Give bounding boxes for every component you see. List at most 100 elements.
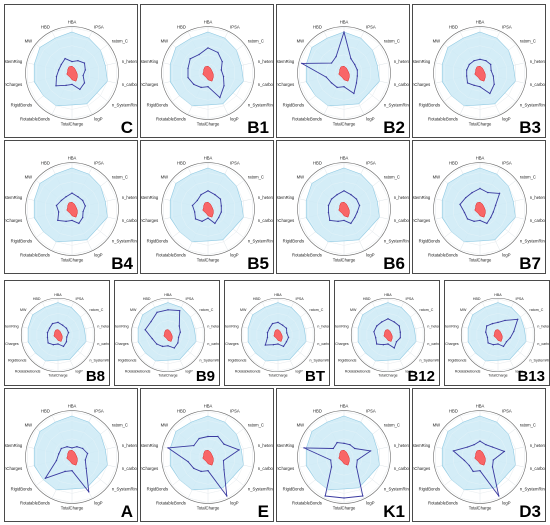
axis-label: HBD	[473, 297, 481, 301]
compound-point	[65, 84, 67, 87]
axis-label: RotatableBonds	[292, 252, 322, 257]
compound-point	[466, 446, 469, 448]
compound-point	[358, 204, 361, 207]
axis-label: HBA	[68, 155, 77, 160]
compound-point	[179, 309, 181, 312]
compound-point	[485, 59, 487, 62]
compound-point	[329, 459, 332, 461]
axis-label: logP	[94, 500, 103, 505]
compound-point	[479, 187, 481, 190]
radar-grid-overlay	[190, 54, 226, 92]
axis-label: IPSA	[406, 297, 415, 301]
compound-point	[387, 343, 389, 345]
compound-point	[487, 342, 489, 344]
compound-point	[343, 31, 345, 33]
axis-label: SizeSystemRing	[5, 195, 23, 200]
axis-label: IPSA	[186, 297, 195, 301]
compound-point	[84, 69, 87, 71]
radar-panel: HBA IPSA ratom_C n_hetero n_carbon n_SystemRi…	[4, 140, 138, 274]
axis-label: n_hetero	[530, 443, 546, 448]
compound-point	[193, 467, 195, 470]
radar-panel: HBA IPSA ratom_C n_hetero n_carbon n_SystemRi…	[276, 388, 410, 522]
axis-label: n_SystemRing	[310, 358, 330, 362]
compound-point	[71, 447, 73, 449]
compound-point	[479, 440, 481, 442]
radar-panel: HBA IPSA ratom_C n_hetero n_carbon n_SystemRi…	[276, 140, 410, 274]
compound-point	[266, 331, 269, 334]
axis-label: kcmCharges	[445, 342, 459, 346]
radar-grid-overlay	[326, 190, 362, 228]
axis-label: ratom_C	[200, 308, 214, 312]
compound-point	[47, 342, 49, 344]
compound-point	[349, 443, 351, 446]
axis-label: RigidBonds	[147, 486, 168, 491]
compound-point	[353, 216, 356, 219]
compound-point	[84, 205, 87, 207]
axis-label: n_SystemRing	[90, 358, 110, 362]
compound-point	[504, 319, 506, 322]
reference-area	[493, 329, 503, 342]
radar-grid-overlay	[181, 181, 235, 237]
compound-point	[489, 63, 492, 66]
compound-point	[220, 69, 223, 71]
axis-label: ratom_C	[248, 423, 264, 428]
axis-label: kcmCharges	[335, 342, 349, 346]
compound-point	[369, 450, 372, 452]
radar-grid-overlay	[163, 163, 253, 255]
compound-point	[399, 337, 401, 339]
radar-grid-overlay	[181, 429, 235, 485]
compound-point	[44, 477, 46, 480]
radar-grid-overlay	[27, 163, 117, 255]
compound-point	[353, 447, 356, 450]
compound-point	[55, 85, 57, 87]
radar-grid-overlay	[146, 313, 190, 357]
axis-label: n_carbon	[317, 342, 330, 346]
axis-label: HBA	[68, 403, 77, 408]
compound-point	[465, 69, 468, 71]
axis-label: n_SystemRing	[530, 358, 550, 362]
radar-outer-ring	[161, 162, 255, 256]
axis-label: RotatableBonds	[125, 370, 151, 374]
compound-point	[60, 199, 63, 202]
compound-point	[150, 320, 152, 323]
compound-point	[187, 76, 189, 79]
radar-outer-ring	[460, 297, 536, 373]
radar-outer-ring	[25, 26, 119, 120]
axis-label: kcmCharges	[141, 466, 158, 471]
compound-point	[355, 82, 358, 84]
panel-label: K1	[383, 502, 405, 521]
axis-label: logP	[366, 116, 375, 121]
axis-label: RigidBonds	[338, 358, 357, 362]
axis-label: HBA	[164, 293, 172, 297]
compound-point	[301, 62, 303, 65]
axis-label: MW	[240, 308, 247, 312]
panel-label: B2	[383, 118, 405, 137]
radar-grid-overlay	[22, 298, 94, 372]
compound-point	[193, 444, 195, 447]
radar-svg: HBA IPSA ratom_C n_hetero n_carbon n_SystemRi…	[141, 19, 273, 126]
axis-label: ratom_C	[112, 39, 128, 44]
radar-panel: HBA IPSA ratom_C n_hetero n_carbon n_SystemRi…	[276, 4, 410, 138]
compound-point	[88, 491, 90, 493]
compound-point	[200, 470, 202, 473]
axis-label: SizeSystemRing	[277, 195, 295, 200]
compound-point	[382, 344, 385, 346]
compound-point	[167, 345, 169, 347]
compound-point	[264, 344, 267, 346]
axis-label: kcmCharges	[413, 218, 430, 223]
axis-label: ratom_C	[112, 175, 128, 180]
axis-label: HBD	[253, 297, 261, 301]
compound-point	[489, 92, 491, 95]
radar-grid-overlay	[50, 327, 66, 343]
compound-point	[207, 217, 209, 219]
compound-point	[485, 443, 487, 446]
radar-svg: HBA IPSA ratom_C n_hetero n_carbon n_SystemRi…	[413, 19, 546, 126]
axis-label: HBD	[313, 160, 322, 165]
reference-area	[338, 449, 350, 466]
compound-point	[471, 191, 473, 194]
axis-label: n_SystemRing	[520, 102, 546, 107]
axis-label: n_carbon	[258, 218, 274, 223]
axis-label: TotalCharge	[158, 374, 177, 378]
axis-label: ratom_C	[384, 39, 400, 44]
compound-point	[71, 219, 73, 222]
